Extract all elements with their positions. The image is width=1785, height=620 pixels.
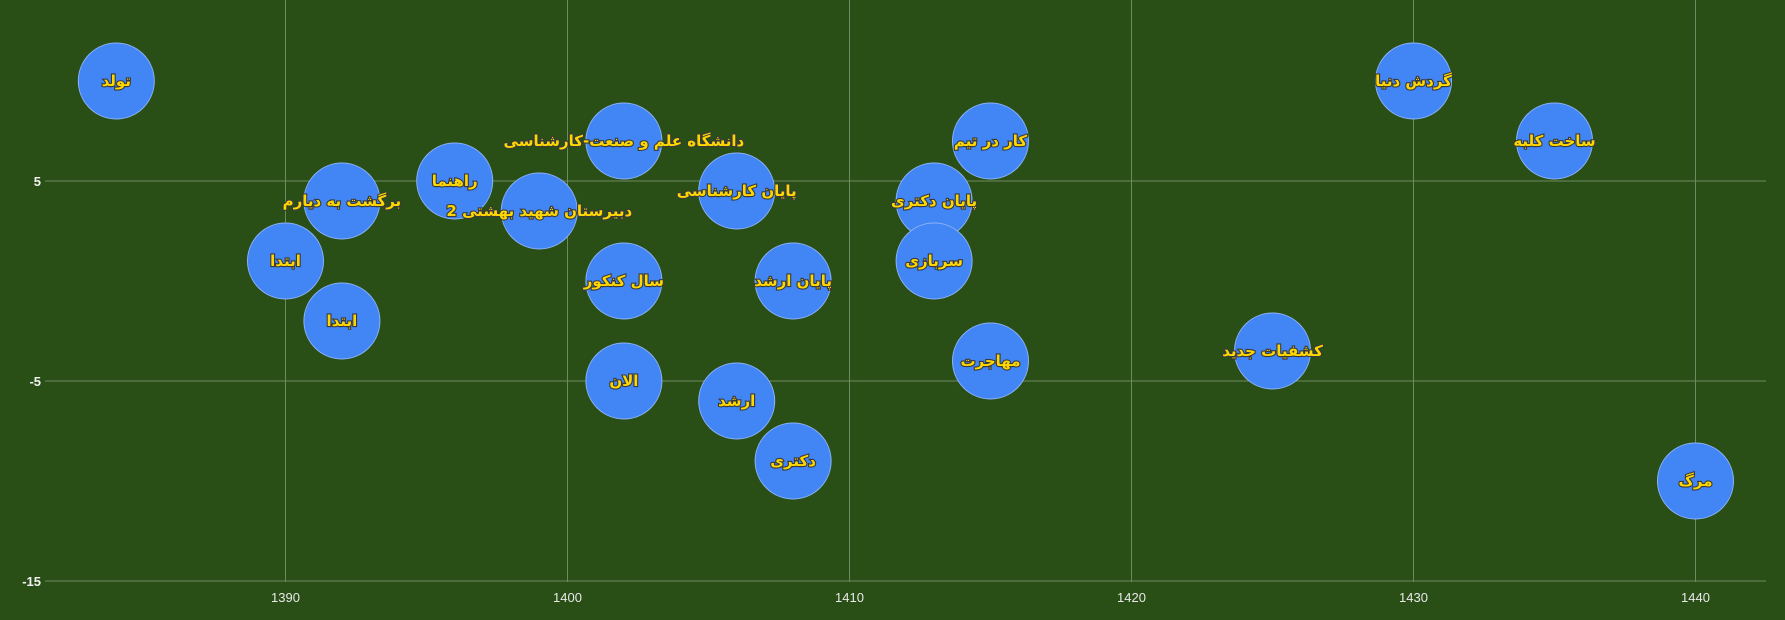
data-point: راهنما bbox=[416, 142, 494, 220]
data-point-bubble bbox=[303, 162, 381, 240]
data-point-bubble bbox=[585, 242, 663, 320]
data-point-label: برگشت به دیارم bbox=[283, 192, 402, 210]
data-point-label: دبیرستان شهید بهشتی 2 bbox=[446, 202, 632, 220]
data-point-bubble bbox=[1375, 42, 1452, 120]
data-point: دکتری bbox=[754, 422, 832, 500]
data-point-label: دکتری bbox=[770, 452, 816, 470]
data-point-bubble bbox=[952, 322, 1029, 400]
data-point-bubble bbox=[303, 282, 381, 360]
data-point: مهاجرت bbox=[952, 322, 1029, 400]
data-point: دانشگاه علم و صنعت-کارشناسی bbox=[502, 102, 746, 180]
data-point: سال کنکور bbox=[582, 242, 665, 320]
data-point-bubble bbox=[416, 142, 494, 220]
x-axis-ticks: 1390 1400 1410 1420 1430 1440 bbox=[271, 590, 1710, 605]
y-tick-label: -5 bbox=[29, 374, 41, 389]
data-point-label: گردش دنیا bbox=[1375, 72, 1452, 90]
data-point-bubble bbox=[698, 152, 776, 230]
data-point-bubble bbox=[500, 172, 578, 250]
data-point: تولد bbox=[77, 42, 155, 120]
data-point-label: الان bbox=[609, 372, 638, 390]
data-point: ابتدا bbox=[247, 222, 324, 300]
data-point-bubble bbox=[247, 222, 324, 300]
data-point-label: پایان دکتری bbox=[891, 192, 977, 211]
data-point: کشفیات جدید bbox=[1221, 312, 1324, 390]
data-point-bubble bbox=[952, 102, 1029, 180]
y-tick-label: 5 bbox=[34, 174, 41, 189]
x-tick-label: 1420 bbox=[1117, 590, 1146, 605]
data-point-bubble bbox=[1657, 442, 1734, 520]
data-point: مرگ bbox=[1657, 442, 1734, 520]
data-point-label: مرگ bbox=[1679, 472, 1713, 490]
data-point: پایان دکتری bbox=[890, 162, 978, 240]
data-point-label: پایان کارشناسی bbox=[677, 182, 797, 201]
x-tick-label: 1430 bbox=[1399, 590, 1428, 605]
data-point-bubble bbox=[698, 362, 776, 440]
data-point: ابتدا bbox=[303, 282, 381, 360]
data-point-bubble bbox=[1234, 312, 1311, 390]
data-point-label: ابتدا bbox=[327, 312, 358, 330]
data-point: ارشد bbox=[698, 362, 776, 440]
data-point-label: ارشد bbox=[718, 392, 755, 410]
data-point: گردش دنیا bbox=[1374, 42, 1453, 120]
data-point-label: سال کنکور bbox=[583, 272, 664, 290]
y-tick-label: -15 bbox=[22, 574, 41, 589]
data-point-label: پایان ارشد bbox=[754, 272, 832, 291]
data-point-bubble bbox=[1516, 102, 1593, 180]
x-tick-label: 1390 bbox=[271, 590, 300, 605]
data-point-label: سربازی bbox=[905, 252, 963, 270]
y-axis-ticks: 5 -5 -15 bbox=[22, 174, 41, 589]
data-point: کار در تیم bbox=[952, 102, 1029, 180]
data-point-bubble bbox=[585, 342, 663, 420]
data-point-label: کشفیات جدید bbox=[1222, 342, 1323, 360]
data-point: الان bbox=[585, 342, 663, 420]
data-point-label: راهنما bbox=[432, 172, 478, 190]
data-point-label: کار در تیم bbox=[954, 132, 1028, 150]
data-point-label: دانشگاه علم و صنعت-کارشناسی bbox=[504, 132, 745, 150]
data-point: برگشت به دیارم bbox=[282, 162, 402, 240]
data-point: ساخت کلبه bbox=[1512, 102, 1597, 180]
data-point: پایان کارشناسی bbox=[676, 152, 798, 230]
data-point-label: مهاجرت bbox=[960, 352, 1020, 370]
data-point: دبیرستان شهید بهشتی 2 bbox=[445, 172, 634, 250]
data-points: تولد ابتدا برگشت به دیارم ابتدا راهنما دبیرست… bbox=[77, 42, 1734, 520]
data-point-label: ابتدا bbox=[270, 252, 301, 270]
data-point-bubble bbox=[754, 242, 832, 320]
data-point-label: تولد bbox=[102, 72, 131, 90]
data-point-label: ساخت کلبه bbox=[1513, 132, 1595, 150]
data-point: سربازی bbox=[895, 222, 973, 300]
data-point-bubble bbox=[895, 222, 973, 300]
data-point-bubble bbox=[77, 42, 155, 120]
data-point: پایان ارشد bbox=[753, 242, 833, 320]
x-tick-label: 1440 bbox=[1681, 590, 1710, 605]
x-tick-label: 1400 bbox=[553, 590, 582, 605]
data-point-bubble bbox=[754, 422, 832, 500]
x-tick-label: 1410 bbox=[835, 590, 864, 605]
data-point-bubble bbox=[585, 102, 663, 180]
